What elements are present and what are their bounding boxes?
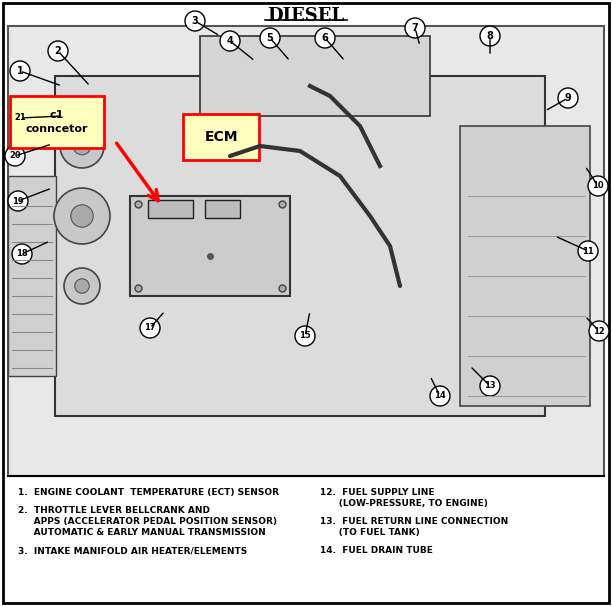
Circle shape (48, 41, 68, 61)
Text: DIESEL: DIESEL (267, 7, 345, 25)
Text: 10: 10 (592, 182, 604, 190)
Text: APPS (ACCELERATOR PEDAL POSITION SENSOR): APPS (ACCELERATOR PEDAL POSITION SENSOR) (18, 517, 277, 526)
Circle shape (588, 176, 608, 196)
Text: 8: 8 (487, 31, 493, 41)
Circle shape (73, 137, 91, 155)
Circle shape (10, 61, 30, 81)
FancyBboxPatch shape (10, 96, 104, 148)
Bar (8, 26, 604, 476)
Bar (205, 200, 240, 218)
Text: 20: 20 (9, 152, 21, 161)
Text: 1.  ENGINE COOLANT  TEMPERATURE (ECT) SENSOR: 1. ENGINE COOLANT TEMPERATURE (ECT) SENS… (18, 488, 279, 497)
Circle shape (185, 11, 205, 31)
Circle shape (75, 279, 89, 293)
Bar (8, 176, 56, 376)
Bar (200, 36, 430, 116)
Text: (LOW-PRESSURE, TO ENGINE): (LOW-PRESSURE, TO ENGINE) (320, 499, 488, 508)
Text: 12: 12 (593, 327, 605, 336)
Circle shape (12, 244, 32, 264)
Circle shape (578, 241, 598, 261)
Circle shape (220, 31, 240, 51)
Text: 14: 14 (434, 391, 446, 401)
Text: 3: 3 (192, 16, 198, 26)
Circle shape (589, 321, 609, 341)
Circle shape (71, 205, 93, 227)
Text: c1
conncetor: c1 conncetor (26, 110, 88, 133)
Text: 11: 11 (582, 247, 594, 256)
Circle shape (295, 326, 315, 346)
Text: (TO FUEL TANK): (TO FUEL TANK) (320, 528, 420, 537)
Bar (130, 196, 290, 296)
Text: 3.  INTAKE MANIFOLD AIR HEATER/ELEMENTS: 3. INTAKE MANIFOLD AIR HEATER/ELEMENTS (18, 546, 247, 555)
Text: ECM: ECM (204, 130, 237, 144)
Text: 13.  FUEL RETURN LINE CONNECTION: 13. FUEL RETURN LINE CONNECTION (320, 517, 508, 526)
Text: 12.  FUEL SUPPLY LINE: 12. FUEL SUPPLY LINE (320, 488, 435, 497)
Circle shape (405, 18, 425, 38)
Bar (148, 200, 193, 218)
Text: 15: 15 (299, 331, 311, 341)
Text: 9: 9 (565, 93, 572, 103)
Text: 4: 4 (226, 36, 233, 46)
Circle shape (5, 146, 25, 166)
Text: 17: 17 (144, 324, 156, 333)
Circle shape (64, 268, 100, 304)
Text: 2.  THROTTLE LEVER BELLCRANK AND: 2. THROTTLE LEVER BELLCRANK AND (18, 506, 210, 515)
Text: 2: 2 (54, 46, 61, 56)
Text: 7: 7 (412, 23, 419, 33)
Text: 14.  FUEL DRAIN TUBE: 14. FUEL DRAIN TUBE (320, 546, 433, 555)
Circle shape (54, 188, 110, 244)
Text: 1: 1 (17, 66, 23, 76)
Circle shape (140, 318, 160, 338)
Text: 6: 6 (322, 33, 329, 43)
Bar (460, 126, 590, 406)
Circle shape (8, 191, 28, 211)
Circle shape (480, 26, 500, 46)
Text: 18: 18 (16, 250, 28, 259)
Text: 19: 19 (12, 196, 24, 205)
Text: 5: 5 (267, 33, 274, 43)
Text: 13: 13 (484, 382, 496, 390)
Circle shape (315, 28, 335, 48)
Circle shape (260, 28, 280, 48)
Text: AUTOMATIC & EARLY MANUAL TRANSMISSION: AUTOMATIC & EARLY MANUAL TRANSMISSION (18, 528, 266, 537)
Bar (55, 76, 545, 416)
Circle shape (480, 376, 500, 396)
Circle shape (430, 386, 450, 406)
Circle shape (10, 108, 30, 128)
Circle shape (558, 88, 578, 108)
Text: 21: 21 (14, 113, 26, 122)
FancyBboxPatch shape (183, 114, 259, 160)
Circle shape (60, 124, 104, 168)
